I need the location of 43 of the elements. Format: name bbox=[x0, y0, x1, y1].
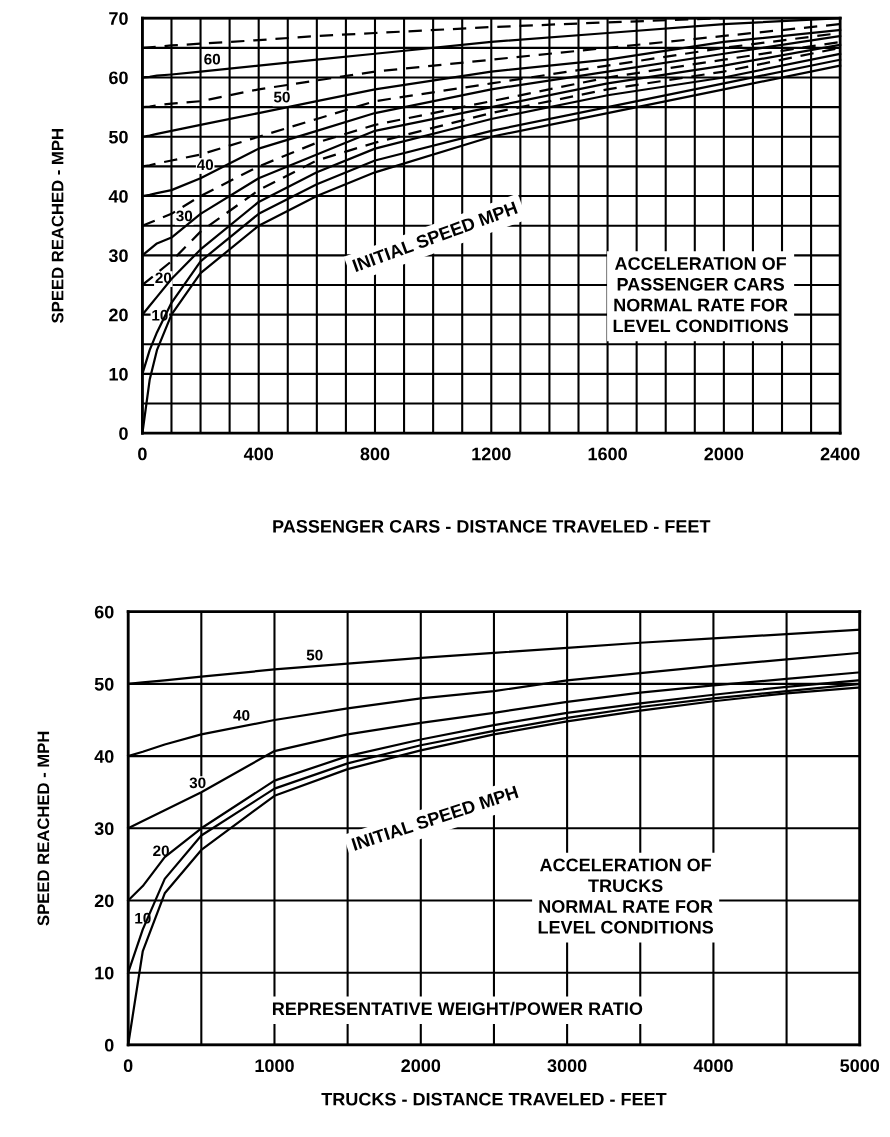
x-tick-label: 0 bbox=[138, 447, 147, 461]
y-axis-title: SPEED REACHED - MPH bbox=[37, 731, 50, 926]
y-tick-label: 70 bbox=[109, 12, 128, 25]
x-tick-label: 1000 bbox=[255, 1059, 294, 1073]
series-label: 40 bbox=[196, 159, 214, 171]
y-tick-label: 0 bbox=[119, 427, 128, 440]
y-tick-label: 60 bbox=[94, 605, 114, 619]
x-axis-title: PASSENGER CARS - DISTANCE TRAVELED - FEET bbox=[273, 519, 711, 533]
series-label: 50 bbox=[273, 91, 290, 103]
y-tick-label: 50 bbox=[94, 677, 114, 691]
x-tick-label: 2000 bbox=[401, 1059, 441, 1073]
x-tick-label: 400 bbox=[243, 447, 274, 461]
y-tick-label: 0 bbox=[104, 1038, 114, 1052]
x-tick-label: 3000 bbox=[547, 1059, 587, 1073]
y-tick-label: 10 bbox=[109, 367, 128, 381]
x-tick-label: 2400 bbox=[820, 447, 860, 461]
annotation: ACCELERATION OF TRUCKS NORMAL RATE FOR LEVEL CONDITIONS bbox=[538, 858, 714, 934]
y-tick-label: 20 bbox=[94, 894, 114, 908]
y-tick-label: 40 bbox=[108, 189, 128, 203]
series-label: 50 bbox=[306, 649, 323, 661]
y-tick-label: 20 bbox=[109, 308, 128, 322]
annotation: ACCELERATION OF PASSENGER CARS NORMAL RATE FOR LEVEL CONDITIONS bbox=[613, 257, 789, 333]
y-tick-label: 50 bbox=[108, 130, 128, 144]
y-tick-label: 30 bbox=[108, 249, 128, 263]
series-label: 30 bbox=[189, 777, 206, 789]
series-label: 40 bbox=[233, 709, 250, 721]
x-tick-label: 1600 bbox=[588, 447, 627, 461]
x-tick-label: 4000 bbox=[693, 1059, 733, 1073]
y-tick-label: 40 bbox=[94, 750, 114, 763]
annotation: REPRESENTATIVE WEIGHT/POWER RATIO bbox=[272, 1001, 643, 1016]
x-tick-label: 1200 bbox=[472, 447, 511, 461]
series-label: 60 bbox=[204, 53, 221, 65]
y-tick-label: 30 bbox=[94, 822, 114, 836]
series-label: 30 bbox=[176, 210, 193, 222]
annotation: INITIAL SPEED MPH bbox=[351, 785, 519, 851]
y-axis-title: SPEED REACHED - MPH bbox=[51, 129, 64, 323]
y-tick-label: 60 bbox=[109, 71, 128, 85]
x-tick-label: 2000 bbox=[704, 447, 744, 461]
x-tick-label: 800 bbox=[360, 447, 390, 461]
series-label: 20 bbox=[153, 845, 169, 857]
x-tick-label: 5000 bbox=[840, 1059, 880, 1073]
x-axis-title: TRUCKS - DISTANCE TRAVELED - FEET bbox=[321, 1092, 667, 1106]
y-tick-label: 10 bbox=[95, 966, 114, 980]
